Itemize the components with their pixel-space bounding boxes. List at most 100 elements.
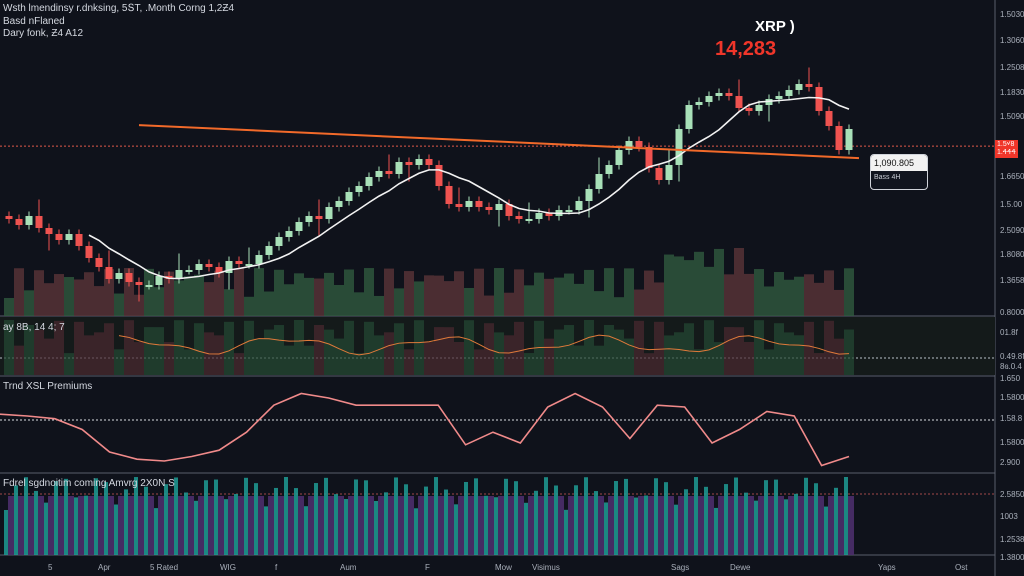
indicator-bar [24, 325, 34, 375]
indicator-bar [584, 320, 594, 375]
histogram-bar [34, 490, 38, 555]
volume-bar [544, 278, 554, 316]
candle-body [275, 237, 283, 246]
candle-body [35, 216, 43, 228]
indicator-bar [244, 320, 254, 375]
indicator-bar [734, 327, 744, 375]
histogram-bar [674, 504, 678, 555]
time-axis-label: 5 [48, 563, 53, 572]
histogram-bar [304, 506, 308, 555]
histogram-bar [768, 496, 774, 555]
histogram-bar [764, 480, 768, 555]
tooltip-sub: Bass 4H [874, 174, 901, 181]
histogram-bar [394, 477, 398, 555]
volume-bar [434, 275, 444, 316]
candle-body [475, 201, 483, 207]
volume-bar [834, 289, 844, 316]
volume-bar [214, 270, 224, 316]
histogram-bar [718, 496, 724, 555]
candle-body [665, 165, 673, 180]
histogram-bar [844, 477, 848, 555]
candle-body [125, 273, 133, 282]
candle-body [235, 261, 243, 264]
price-axis-label: 1.5.00 [1000, 200, 1023, 209]
histogram-bar [168, 496, 174, 555]
histogram-bar [68, 496, 74, 555]
time-axis-label: Dewe [730, 563, 751, 572]
volume-bar [734, 248, 744, 316]
indicator-bar [124, 320, 134, 375]
volume-bar [14, 268, 24, 316]
indicator-bar [544, 338, 554, 375]
volume-bar [644, 270, 654, 316]
candle-body [145, 285, 153, 287]
candle-body [825, 111, 833, 126]
volume-bar [824, 270, 834, 316]
oscillator-axis-label: 1.58.8 [1000, 414, 1023, 423]
volume-bar [154, 287, 164, 316]
candle-body [85, 246, 93, 258]
volume-bar [494, 268, 504, 316]
candle-body [485, 207, 493, 210]
trend-line [138, 124, 860, 160]
volume-bar [294, 273, 304, 316]
candle-body [25, 216, 33, 225]
histogram-bar [654, 478, 658, 555]
histogram-bar [778, 496, 784, 555]
candle-body [65, 234, 73, 240]
indicator-bar [664, 335, 674, 375]
histogram-bar [8, 496, 14, 555]
histogram-bar [484, 495, 488, 555]
histogram-bar [828, 496, 834, 555]
oscillator-axis-label: 1.5800 [1000, 393, 1024, 402]
candle-body [545, 213, 553, 216]
histogram-bar [344, 499, 348, 555]
indicator-bar [754, 320, 764, 375]
oscillator-line [0, 392, 850, 467]
histogram-bar [738, 496, 744, 555]
indicator-bar [364, 321, 374, 375]
candle-body [455, 204, 463, 207]
volume-bar [744, 273, 754, 316]
candle-body [465, 201, 473, 207]
histogram-bar [528, 496, 534, 555]
indicator-bar [284, 345, 294, 375]
candle-body [495, 204, 503, 210]
histogram-bar [94, 478, 98, 555]
histogram-bar [664, 482, 668, 555]
indicator-bar [104, 323, 114, 375]
histogram-bar [524, 502, 528, 555]
candle-body [395, 162, 403, 174]
time-axis-label: 5 Rated [150, 563, 179, 572]
histogram-bar [438, 496, 444, 555]
volume-bar [94, 286, 104, 316]
histogram-bar [104, 482, 108, 555]
volume-bar [574, 283, 584, 316]
price-axis-label: 2.5090 [1000, 226, 1024, 235]
histogram-bar [638, 496, 644, 555]
time-axis-label: Yaps [878, 563, 896, 572]
histogram-bar [814, 483, 818, 555]
indicator-bar [424, 342, 434, 375]
candle-body [775, 96, 783, 99]
histogram-bar [18, 496, 24, 555]
indicator-bar [824, 320, 834, 375]
histogram-bar [204, 480, 208, 555]
histogram-bar [728, 496, 734, 555]
volume-bar [34, 270, 44, 316]
indicator-bar [134, 342, 144, 375]
histogram-bar [74, 497, 78, 555]
candle-body [315, 216, 323, 219]
volume-bar [704, 266, 714, 316]
histogram-bar [648, 496, 654, 555]
histogram-bar [678, 496, 684, 555]
histogram-bar [608, 496, 614, 555]
time-axis-label: WIG [220, 563, 236, 572]
time-axis-label: f [275, 563, 278, 572]
indicator-bar [834, 338, 844, 375]
price-axis-label: 0.8000 [1000, 308, 1024, 317]
volume-bar [224, 289, 234, 316]
histogram-bar [38, 496, 44, 555]
histogram-bar [278, 496, 284, 555]
